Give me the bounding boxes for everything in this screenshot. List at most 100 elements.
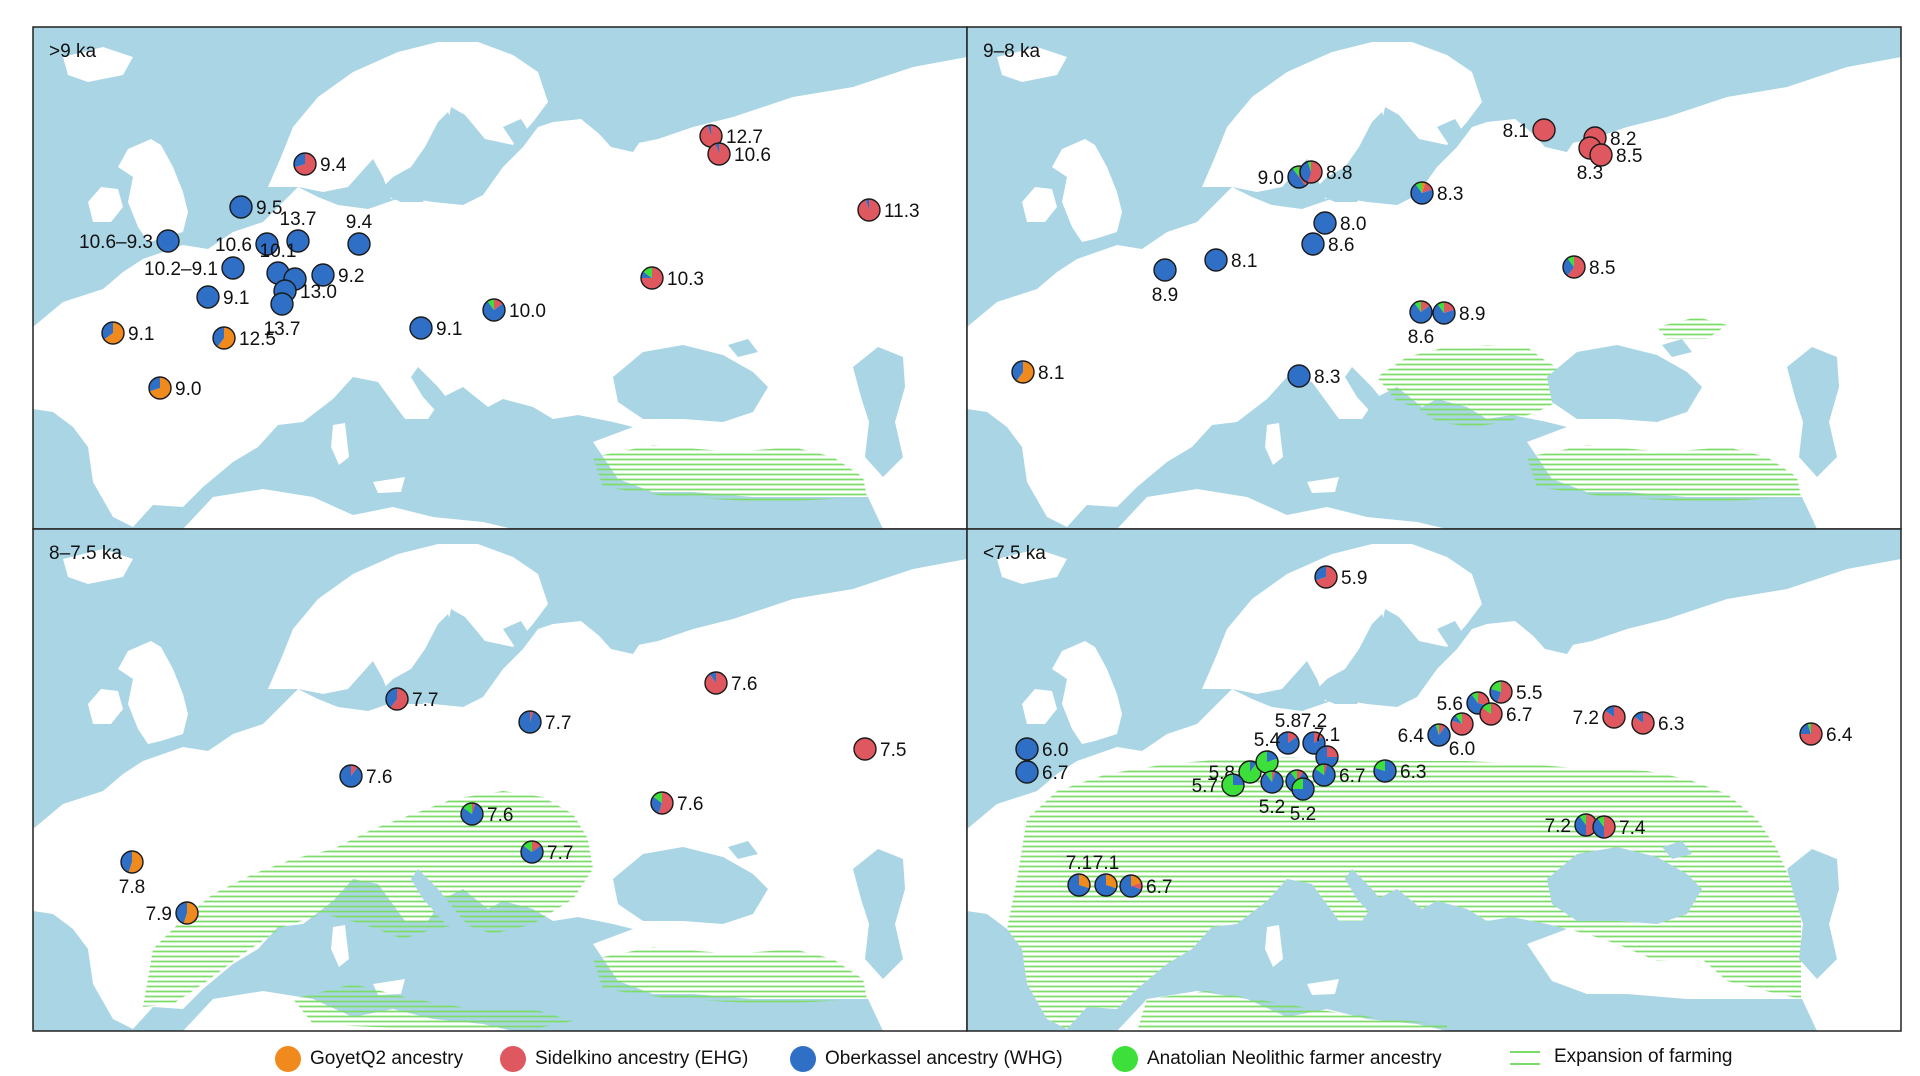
- site-pie-chart: 6.7: [1015, 760, 1068, 784]
- pie-slice-oberkassel: [157, 230, 179, 252]
- site-age-label: 6.0: [1449, 739, 1475, 760]
- pie-slice-sidelkino: [1327, 746, 1338, 757]
- pie-slice-oberkassel: [1300, 161, 1311, 183]
- sicily: [373, 477, 405, 493]
- pie-slice-oberkassel: [410, 317, 432, 339]
- site-age-label: 9.2: [338, 266, 364, 287]
- site-age-label: 5.8: [1275, 711, 1301, 732]
- site-age-label: 12.5: [239, 329, 276, 350]
- legend-label-sidelkino: Sidelkino ancestry (EHG): [535, 1048, 749, 1069]
- africa-coast: [1117, 489, 1447, 529]
- pie-outline: [707, 142, 731, 166]
- site-age-label: 5.6: [1437, 694, 1463, 715]
- pie-slice-sidelkino: [858, 199, 881, 222]
- iceland: [63, 47, 133, 82]
- pie-outline: [120, 850, 144, 874]
- farming-expansion-area: [1527, 445, 1801, 502]
- site-pie-chart: 5.5: [1489, 680, 1542, 704]
- great-britain: [1052, 139, 1122, 242]
- pie-outline: [409, 316, 433, 340]
- site-pie-chart: 7.2: [1545, 813, 1598, 837]
- pie-slice-sidelkino: [1631, 712, 1654, 734]
- pie-outline: [1589, 143, 1613, 167]
- site-pie-chart: 6.0: [1015, 737, 1068, 761]
- great-britain: [1052, 641, 1122, 744]
- ireland: [1022, 689, 1057, 724]
- pie-slice-anatolian: [1455, 713, 1462, 724]
- sea-of-azov: [728, 841, 758, 859]
- pie-outline: [212, 326, 236, 350]
- pie-outline: [520, 840, 544, 864]
- pie-slice-anatolian: [1437, 302, 1444, 313]
- black-sea: [1547, 345, 1702, 422]
- pie-slice-oberkassel: [212, 326, 224, 347]
- pie-slice-oberkassel: [1016, 761, 1038, 783]
- pie-outline: [1489, 680, 1513, 704]
- pie-outline: [1373, 759, 1397, 783]
- legend-label-goyet: GoyetQ2 ancestry: [310, 1048, 464, 1069]
- pie-slice-anatolian: [1292, 166, 1299, 177]
- pie-outline: [1015, 760, 1039, 784]
- pie-slice-sidelkino: [1324, 764, 1328, 775]
- site-age-label: 11.3: [884, 201, 920, 222]
- pie-slice-sidelkino: [390, 688, 408, 710]
- site-pie-chart: 7.7: [520, 840, 573, 864]
- pie-slice-anatolian: [1471, 692, 1478, 703]
- farming-expansion-area: [593, 947, 867, 1004]
- pie-slice-oberkassel: [1302, 233, 1324, 255]
- caspian-sea: [853, 347, 905, 477]
- caspian-sea: [853, 849, 905, 979]
- site-age-label: 8.1: [1503, 121, 1529, 142]
- lake-ladoga: [1437, 119, 1465, 145]
- pie-slice-sidelkino: [1422, 182, 1433, 193]
- black-sea: [613, 847, 768, 924]
- legend-label-farming: Expansion of farming: [1554, 1046, 1733, 1067]
- pie-outline: [1204, 248, 1228, 272]
- adriatic-sea: [411, 869, 473, 937]
- pie-outline: [385, 687, 409, 711]
- site-age-label: 8.2: [1610, 129, 1636, 150]
- white-sea: [593, 621, 643, 654]
- pie-slice-oberkassel: [1154, 259, 1176, 281]
- pie-slice-oberkassel: [1315, 566, 1326, 581]
- site-age-label: 6.3: [1400, 762, 1426, 783]
- pie-slice-oberkassel: [1312, 764, 1335, 787]
- site-age-label: 8.9: [1152, 285, 1178, 306]
- pie-outline: [1799, 722, 1823, 746]
- pie-slice-oberkassel: [294, 153, 305, 168]
- site-pie-chart: 7.1: [1093, 853, 1119, 897]
- pie-outline: [1276, 731, 1300, 755]
- pie-slice-oberkassel: [1288, 365, 1310, 387]
- pie-slice-oberkassel: [149, 377, 160, 392]
- site-pie-chart: 6.7: [1479, 702, 1532, 726]
- iceland: [997, 549, 1067, 584]
- pie-outline: [1592, 815, 1616, 839]
- site-pie-chart: 8.6: [1301, 232, 1354, 256]
- sardinia-corsica: [331, 925, 349, 967]
- site-age-label: 7.4: [1619, 818, 1646, 839]
- pie-slice-sidelkino: [1533, 119, 1555, 141]
- farming-hatch-icon: [1510, 1051, 1540, 1065]
- pie-outline: [650, 791, 674, 815]
- pie-outline: [286, 229, 310, 253]
- pie-slice-sidelkino: [854, 738, 876, 760]
- pie-slice-goyet: [1106, 874, 1117, 889]
- site-age-label: 7.6: [366, 767, 392, 788]
- pie-slice-sidelkino: [530, 711, 534, 722]
- site-age-label: 5.2: [1290, 804, 1316, 825]
- pie-slice-oberkassel: [1119, 875, 1142, 897]
- site-age-label: 9.1: [223, 288, 249, 309]
- farming-expansion-area: [593, 445, 867, 502]
- gulf-of-finland: [1377, 145, 1439, 163]
- site-pie-chart: 7.6: [460, 802, 513, 826]
- pie-slice-oberkassel: [709, 672, 716, 683]
- pie-slice-oberkassel: [518, 711, 541, 733]
- map-panel: >9 ka9.412.710.611.39.510.6–9.313.710.69…: [32, 26, 968, 530]
- pie-slice-sidelkino: [1131, 882, 1142, 890]
- pie-slice-sidelkino: [1439, 724, 1446, 735]
- site-pie-chart: 13.7: [264, 292, 300, 340]
- panel-title: 8–7.5 ka: [49, 543, 122, 564]
- scandinavia: [1202, 544, 1482, 701]
- aegean-sea: [533, 939, 578, 987]
- adriatic-sea: [1345, 869, 1407, 937]
